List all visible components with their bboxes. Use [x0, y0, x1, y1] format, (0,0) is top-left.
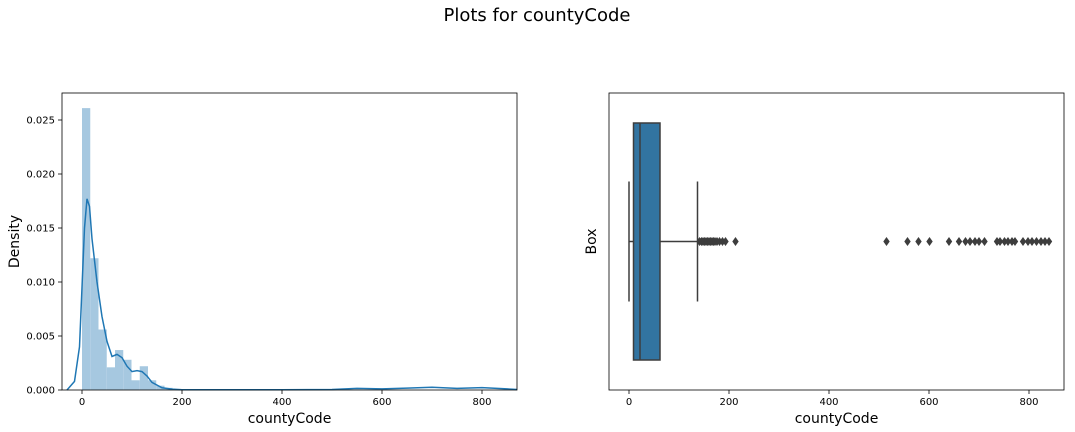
- boxplot-x-label: countyCode: [795, 411, 879, 427]
- boxplot-outlier-34: [1024, 237, 1032, 246]
- histogram-x-tick-label-1: 200: [172, 397, 191, 408]
- boxplot-body: [628, 122, 699, 361]
- boxplot-outlier-24: [971, 237, 979, 246]
- histogram-bar-9: [156, 385, 165, 390]
- histogram-x-label: countyCode: [248, 411, 332, 427]
- histogram-bar-5: [123, 359, 132, 390]
- boxplot-outlier-32: [1011, 237, 1019, 246]
- boxplot-box: [632, 122, 661, 361]
- boxplot-outlier-20: [945, 237, 953, 246]
- histogram-bar-3: [106, 367, 115, 390]
- boxplot-x-tick-label-3: 600: [919, 397, 938, 408]
- boxplot-x-ticks: 0 200 400 600 800: [626, 390, 1039, 408]
- boxplot-x-tick-label-4: 800: [1019, 397, 1038, 408]
- histogram-y-label: Density: [7, 215, 23, 268]
- histogram-x-tick-label-0: 0: [79, 397, 85, 408]
- boxplot-x-tick-label-0: 0: [626, 397, 632, 408]
- boxplot-outlier-19: [926, 237, 933, 246]
- histogram-bar-4: [115, 350, 124, 390]
- boxplot-outlier-14: [722, 237, 729, 246]
- histogram-x-tick-label-4: 800: [472, 397, 491, 408]
- histogram-bar-8: [148, 380, 157, 390]
- boxplot-outlier-21: [955, 237, 963, 246]
- boxplot-outlier-17: [904, 237, 911, 246]
- boxplot-outlier-35: [1028, 237, 1036, 246]
- kde-curve: [66, 198, 518, 391]
- histogram-y-ticks: 0.000 0.005 0.010 0.015 0.020 0.025: [26, 116, 62, 397]
- boxplot-frame: [608, 92, 1065, 391]
- boxplot-x-tick-label-2: 400: [819, 397, 838, 408]
- histogram-panel: 0 200 400 600 800 0.0000.0050.0100.0150.0200…: [7, 92, 518, 427]
- boxplot-outlier-22: [962, 237, 969, 246]
- histogram-bar-1: [90, 258, 99, 390]
- histogram-y-tick-label-5: 0.025: [26, 116, 55, 127]
- boxplot-outlier-39: [1045, 237, 1053, 246]
- histogram-bar-2: [98, 329, 107, 390]
- boxplot-outlier-36: [1033, 237, 1040, 246]
- boxplot-outlier-28: [996, 237, 1004, 246]
- boxplot-x-tick-label-1: 200: [719, 397, 738, 408]
- boxplot-outlier-29: [1001, 237, 1008, 246]
- histogram-y-tick-label-4: 0.020: [26, 170, 55, 181]
- boxplot-outlier-23: [966, 237, 974, 246]
- boxplot-outlier-25: [975, 237, 983, 246]
- histogram-x-tick-label-2: 400: [272, 397, 291, 408]
- boxplot-outlier-26: [981, 237, 988, 246]
- histogram-y-tick-label-0: 0.000: [26, 386, 55, 397]
- boxplot-outlier-15: [732, 237, 739, 246]
- histogram-y-tick-label-3: 0.015: [26, 224, 55, 235]
- histogram-frame: [61, 92, 518, 391]
- boxplot-y-label: Box: [584, 228, 600, 254]
- histogram-y-tick-label-2: 0.010: [26, 278, 55, 289]
- boxplot-outlier-37: [1037, 237, 1045, 246]
- boxplot-outlier-30: [1004, 237, 1012, 246]
- boxplot-outlier-16: [883, 237, 890, 246]
- histogram-y-tick-label-1: 0.005: [26, 332, 55, 343]
- boxplot-outlier-38: [1041, 237, 1049, 246]
- histogram-x-ticks: 0 200 400 600 800: [79, 390, 492, 408]
- boxplot-outlier-18: [915, 237, 922, 246]
- figure-suptitle: Plots for countyCode: [443, 5, 630, 26]
- histogram-bars: [82, 108, 181, 391]
- boxplot-outliers: [696, 237, 1053, 246]
- histogram-bar-0: [82, 108, 91, 391]
- boxplot-outlier-33: [1019, 237, 1027, 246]
- histogram-bar-7: [139, 366, 148, 390]
- boxplot-panel: 0 200 400 600 800 countyCode Box: [584, 92, 1065, 427]
- histogram-x-tick-label-3: 600: [372, 397, 391, 408]
- histogram-bar-6: [131, 380, 140, 390]
